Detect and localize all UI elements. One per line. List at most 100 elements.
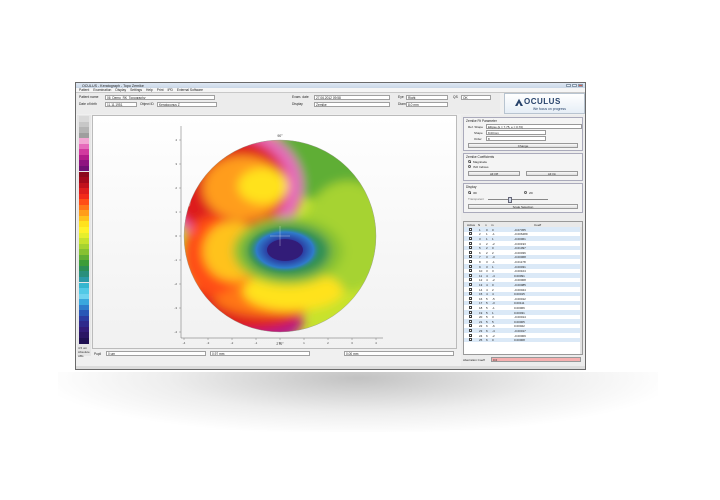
active-checkbox[interactable] xyxy=(469,227,472,231)
minimize-icon[interactable] xyxy=(566,83,571,87)
active-checkbox[interactable]: ✓ xyxy=(469,264,473,269)
table-row[interactable]: 1 0 0 -0.07455 xyxy=(464,227,582,232)
pupil-input[interactable]: 0 um xyxy=(106,351,206,356)
table-row[interactable]: ✓ 20 5 3 -0.00014 xyxy=(464,315,582,320)
palette-swatch xyxy=(79,193,89,200)
table-row[interactable]: ✓ 19 5 1 0.00031 xyxy=(464,310,582,315)
menu-ipd[interactable]: IPD xyxy=(167,88,173,92)
table-row[interactable]: ✓ 5 2 0 -0.01097 xyxy=(464,245,582,251)
menu-settings[interactable]: Settings xyxy=(130,88,143,92)
active-checkbox[interactable]: ✓ xyxy=(469,315,473,320)
table-row[interactable]: ✓ 6 2 2 -0.00036 xyxy=(464,250,582,255)
transparency-slider-track[interactable] xyxy=(488,198,548,200)
all-on-button[interactable]: All On xyxy=(526,171,578,176)
change-button[interactable]: Change xyxy=(468,143,578,148)
table-row[interactable]: 2 1 -1 -0.006489 xyxy=(464,232,582,236)
iso-indices-radio[interactable] xyxy=(468,165,471,168)
exam-date-input[interactable]: 27.06.2012 09:58 xyxy=(314,95,390,100)
menu-display[interactable]: Display xyxy=(115,88,127,92)
shape-input[interactable]: 8.00mm xyxy=(486,130,546,135)
scale-selection-button[interactable]: Scale Selection xyxy=(468,204,578,209)
order-input[interactable]: 8 xyxy=(486,136,546,141)
active-checkbox[interactable]: ✓ xyxy=(469,338,473,343)
menu-patient[interactable]: Patient xyxy=(79,88,90,92)
table-row[interactable]: ✓ 17 5 -3 0.00111 xyxy=(464,300,582,306)
table-row[interactable]: ✓ 12 4 -2 -0.00008 xyxy=(464,278,582,283)
x-tick-label: 4 xyxy=(375,341,377,345)
cell-index: 24 xyxy=(479,333,483,338)
ref-shape-label: Ref. Shape xyxy=(468,125,484,129)
cell-coeff: -0.00193 xyxy=(514,241,526,246)
table-row[interactable]: ✓ 8 3 -1 -0.01178 xyxy=(464,259,582,264)
active-checkbox[interactable]: ✓ xyxy=(469,296,473,301)
transparency-slider-handle[interactable] xyxy=(508,196,512,203)
display-2d-radio[interactable] xyxy=(524,191,527,194)
patient-name-label: Patient name xyxy=(79,95,99,99)
table-row[interactable]: ✓ 15 4 4 0.00015 xyxy=(464,291,582,297)
active-checkbox[interactable]: ✓ xyxy=(469,278,473,283)
cell-index: 16 xyxy=(479,296,483,301)
active-checkbox[interactable]: ✓ xyxy=(469,236,473,241)
field-1-input[interactable]: 0.97 mm xyxy=(210,351,310,356)
active-checkbox[interactable]: ✓ xyxy=(469,273,473,278)
active-checkbox[interactable]: ✓ xyxy=(469,250,473,255)
table-row[interactable]: ✓ 22 6 -6 0.00022 xyxy=(464,324,582,329)
close-icon[interactable] xyxy=(578,83,583,87)
table-row[interactable]: ✓ 16 5 -5 -0.00012 xyxy=(464,296,582,301)
table-row[interactable]: ✓ 10 3 3 -0.00104 xyxy=(464,269,582,274)
table-scrollbar[interactable] xyxy=(580,227,582,354)
table-row[interactable]: ✓ 3 1 1 -0.00061 xyxy=(464,236,582,241)
y-tick-labels: 4 3 2 1 0 -1 -2 -3 -4 xyxy=(174,138,181,334)
active-checkbox[interactable]: ✓ xyxy=(469,241,473,246)
table-row[interactable]: ✓ 14 4 2 -0.00044 xyxy=(464,287,582,292)
active-checkbox[interactable]: ✓ xyxy=(469,305,473,310)
active-checkbox[interactable]: ✓ xyxy=(469,310,473,315)
active-checkbox[interactable]: ✓ xyxy=(469,246,473,251)
title-bar: OCULUS - Keratograph - Topo Zernike xyxy=(76,83,585,88)
menu-examination[interactable]: Examination xyxy=(93,88,112,92)
active-checkbox[interactable] xyxy=(469,232,472,236)
cell-index: 18 xyxy=(479,305,483,310)
table-row[interactable]: ✓ 7 3 -3 -0.00068 xyxy=(464,254,582,260)
active-checkbox[interactable]: ✓ xyxy=(469,333,473,338)
all-off-button[interactable]: All Off xyxy=(468,171,520,176)
table-row[interactable]: ✓ 25 6 0 0.00008 xyxy=(464,337,582,343)
table-row[interactable]: ✓ 9 3 1 -0.00031 xyxy=(464,264,582,269)
cell-m: -1 xyxy=(492,259,495,264)
aberration-input[interactable]: 0.0 xyxy=(491,357,581,362)
active-checkbox[interactable]: ✓ xyxy=(469,269,473,274)
dob-input[interactable]: 11.11.1951 xyxy=(105,102,137,107)
magnitude-radio[interactable] xyxy=(468,160,471,163)
table-row[interactable]: ✓ 24 6 -2 -0.00009 xyxy=(464,333,582,338)
diameter-input[interactable]: 8.0 mm xyxy=(406,102,448,107)
display-3d-radio[interactable] xyxy=(468,191,471,194)
maximize-icon[interactable] xyxy=(572,83,577,87)
coefficient-table: Active N n m Coeff 1 0 0 -0.07455 2 1 -1 -0.006… xyxy=(463,221,583,355)
eye-input[interactable]: Right xyxy=(406,95,448,100)
field-2-input[interactable]: 0.00 mm xyxy=(344,351,454,356)
active-checkbox[interactable]: ✓ xyxy=(469,255,473,260)
table-row[interactable]: ✓ 4 2 -2 -0.00193 xyxy=(464,241,582,246)
active-checkbox[interactable]: ✓ xyxy=(469,287,473,292)
menu-external-software[interactable]: External Software xyxy=(176,88,203,92)
table-row[interactable]: ✓ 18 5 -1 0.00066 xyxy=(464,305,582,310)
active-checkbox[interactable]: ✓ xyxy=(469,319,473,324)
active-checkbox[interactable]: ✓ xyxy=(469,282,473,287)
active-checkbox[interactable]: ✓ xyxy=(469,301,473,306)
active-checkbox[interactable]: ✓ xyxy=(469,259,473,264)
menu-help[interactable]: Help xyxy=(145,88,153,92)
table-row[interactable]: ✓ 13 4 0 -0.00085 xyxy=(464,282,582,287)
active-checkbox[interactable]: ✓ xyxy=(469,292,473,297)
table-row[interactable]: ✓ 23 6 -4 -0.00017 xyxy=(464,328,582,333)
cell-index: 1 xyxy=(479,227,481,232)
menu-print[interactable]: Print xyxy=(156,88,164,92)
display-input[interactable]: Zernike xyxy=(314,102,390,107)
active-checkbox[interactable]: ✓ xyxy=(469,324,473,329)
qs-input[interactable]: OK xyxy=(461,95,491,100)
table-row[interactable]: ✓ 21 5 5 0.00005 xyxy=(464,319,582,324)
table-row[interactable]: ✓ 11 4 -4 0.00091 xyxy=(464,273,582,278)
active-checkbox[interactable]: ✓ xyxy=(469,328,473,333)
ref-shape-input[interactable]: Ellipse (k = 7.75, e = 0.70) xyxy=(486,124,582,129)
object-id-input[interactable]: Keratoconus Z xyxy=(157,102,217,107)
patient-name-input[interactable]: 06_Demo_RK_Topography xyxy=(105,95,215,100)
